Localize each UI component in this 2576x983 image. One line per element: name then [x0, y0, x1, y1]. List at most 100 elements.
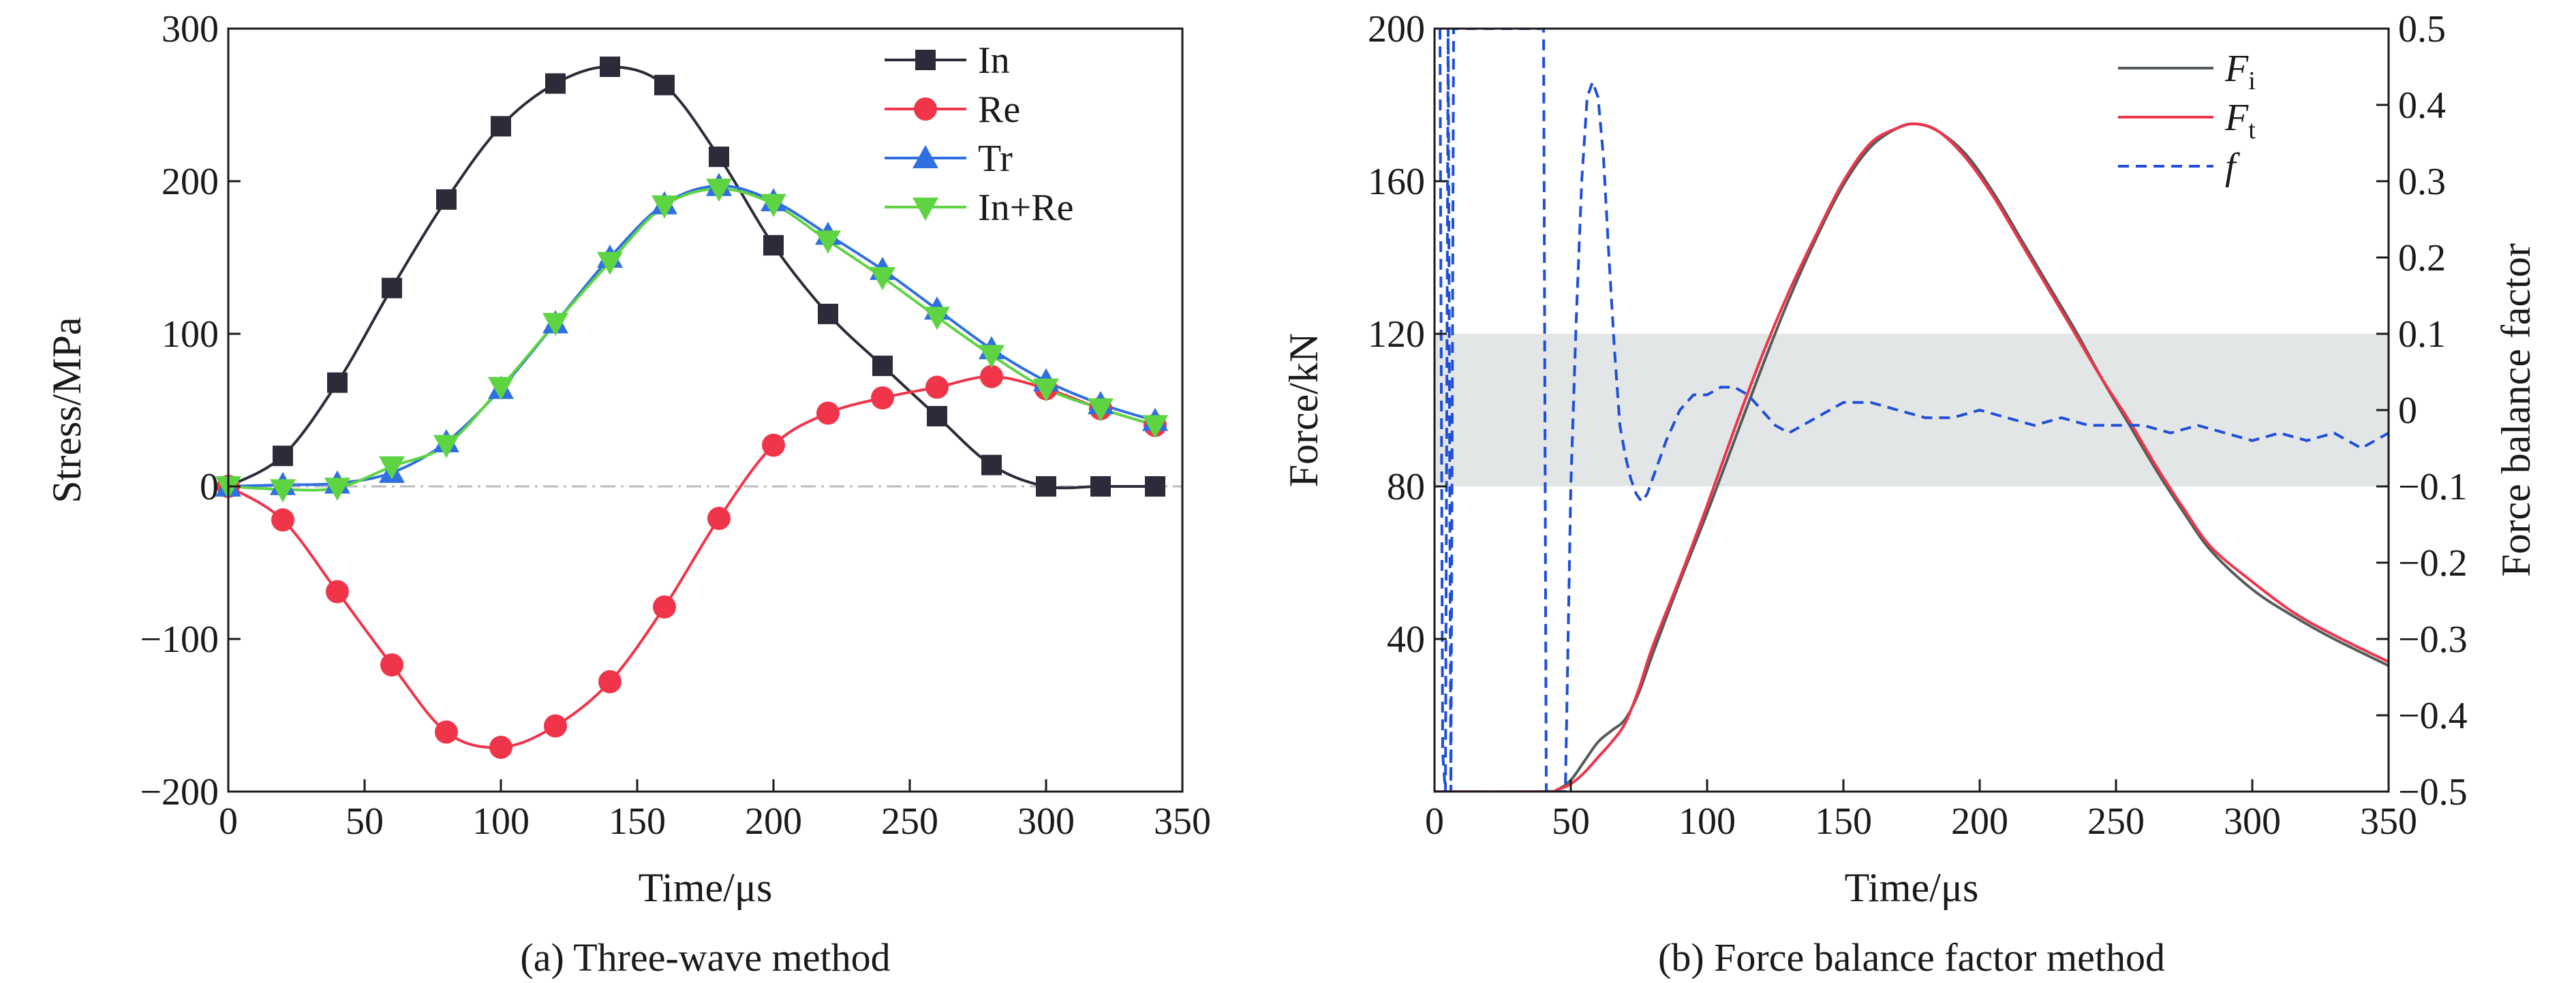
chart-b-y2-tick-label: 0.4	[2398, 84, 2446, 127]
chart-b-y2-tick-label: 0.1	[2398, 313, 2446, 356]
data-point-re	[762, 433, 785, 457]
data-point-in	[600, 57, 620, 77]
legend-label-in: In	[978, 40, 1010, 82]
chart-b-y2-tick-label: −0.5	[2398, 771, 2468, 813]
series-line-f	[1439, 29, 2389, 792]
chart-b-x-tick-label: 100	[1678, 800, 1736, 843]
chart-a-y-tick-label: −200	[140, 771, 219, 813]
data-point-in	[1090, 476, 1111, 497]
chart-b-y2-tick-label: 0.2	[2398, 237, 2446, 279]
series-line-ft	[1435, 122, 2389, 792]
data-point-re	[980, 364, 1003, 388]
data-point-re	[598, 670, 622, 693]
data-point-in	[872, 356, 893, 377]
chart-b-series-layer	[1435, 29, 2389, 792]
chart-b-caption: (b) Force balance factor method	[1658, 935, 2165, 980]
chart-a-x-tick-label: 200	[745, 800, 802, 843]
data-point-re	[544, 714, 567, 738]
data-point-in-re	[1088, 398, 1114, 422]
legend-label-ft: Ft	[2224, 97, 2256, 144]
data-point-re	[653, 595, 676, 619]
chart-a-frame	[227, 27, 1184, 793]
chart-b-legend: Fi Ft f	[2118, 48, 2256, 188]
chart-a-y-tick-label: 200	[162, 161, 219, 203]
legend-label-in-re: In+Re	[978, 187, 1073, 229]
chart-a-y-tick-label: −100	[140, 619, 219, 661]
chart-a-x-tick-label: 300	[1017, 800, 1075, 843]
chart-b-y2-tick-label: −0.3	[2398, 619, 2468, 661]
data-point-in	[436, 189, 457, 210]
series-line-re	[227, 375, 1156, 749]
chart-b-x-tick-label: 300	[2224, 800, 2281, 843]
data-point-in-re	[1142, 415, 1168, 439]
chart-b-y-tick-label: 40	[1387, 619, 1425, 661]
legend-item-ft: Ft	[2118, 97, 2256, 144]
chart-a-xlabel: Time/μs	[639, 865, 773, 910]
chart-b-y2label: Force balance factor	[2494, 243, 2539, 577]
data-point-in	[382, 277, 402, 298]
legend-item-fi: Fi	[2118, 48, 2256, 95]
chart-a-x-tick-label: 50	[346, 800, 384, 843]
data-point-in	[545, 73, 566, 94]
chart-a-ticks: 0 50 100 150 200 250 300 350 −200 −100 0 100 200 300	[140, 8, 1211, 843]
chart-b-x-tick-label: 150	[1815, 800, 1872, 843]
data-point-in	[709, 146, 729, 168]
legend-item-tr: Tr	[885, 138, 1013, 180]
data-point-in	[654, 74, 675, 95]
data-point-in	[273, 446, 293, 467]
legend-label-f: f	[2225, 146, 2241, 188]
chart-a-series-layer	[215, 57, 1168, 760]
chart-b-y2-tick-label: 0.3	[2398, 161, 2446, 203]
data-point-re	[271, 508, 294, 532]
data-point-in-re	[597, 251, 623, 275]
data-point-in-re	[1033, 378, 1059, 402]
legend-label-re: Re	[978, 89, 1020, 131]
chart-b-x-tick-label: 50	[1552, 800, 1590, 843]
chart-b-x-tick-label: 200	[1951, 800, 2008, 843]
legend-item-in: In	[885, 40, 1010, 82]
series-line-fi	[1435, 122, 2389, 792]
data-point-re	[435, 720, 458, 744]
data-point-re	[489, 736, 512, 760]
data-point-in-re	[488, 377, 514, 401]
data-point-re	[707, 507, 731, 531]
chart-b-y-tick-label: 200	[1368, 8, 1425, 50]
chart-a-x-tick-label: 100	[472, 800, 530, 843]
data-point-in-re	[270, 479, 296, 503]
data-point-re	[925, 375, 949, 399]
data-point-in-re	[979, 345, 1005, 369]
chart-b-y2-tick-label: −0.2	[2398, 542, 2468, 584]
data-point-in-re	[379, 456, 405, 480]
data-point-in-re	[924, 307, 950, 330]
chart-b-x-tick-label: 350	[2360, 800, 2417, 843]
data-point-in-re	[651, 195, 677, 219]
data-point-in-re	[870, 267, 895, 291]
legend-item-re: Re	[885, 89, 1020, 131]
chart-a-x-tick-label: 350	[1154, 800, 1211, 843]
legend-item-in-re: In+Re	[885, 187, 1073, 229]
data-point-in-re	[324, 478, 350, 501]
data-point-in-re	[433, 435, 459, 458]
chart-a-x-tick-label: 0	[219, 800, 238, 843]
chart-b-x-tick-label: 250	[2087, 800, 2145, 843]
three-wave-chart: 0 50 100 150 200 250 300 350−200−1000100200300 …	[44, 8, 1211, 980]
chart-a-x-tick-label: 250	[881, 800, 938, 843]
chart-b-y-tick-label: 80	[1387, 466, 1425, 508]
chart-b-y2-tick-label: −0.4	[2398, 695, 2468, 737]
chart-a-legend: In Re Tr In+Re	[885, 40, 1073, 229]
data-point-in	[763, 235, 784, 256]
data-point-in	[981, 454, 1002, 475]
chart-a-y-tick-label: 300	[162, 8, 219, 50]
data-point-in-re	[815, 230, 841, 254]
chart-b-y2-tick-label: −0.1	[2398, 466, 2468, 508]
data-point-re	[326, 580, 349, 604]
series-line-tr	[228, 184, 1156, 488]
chart-b-x-tick-label: 0	[1425, 800, 1444, 843]
data-point-re	[380, 653, 403, 677]
data-point-in-re	[761, 193, 786, 217]
series-line-in-re	[228, 187, 1156, 492]
chart-a-ylabel: Stress/MPa	[44, 317, 89, 503]
data-point-in-re	[706, 178, 732, 202]
data-point-re	[816, 401, 840, 425]
